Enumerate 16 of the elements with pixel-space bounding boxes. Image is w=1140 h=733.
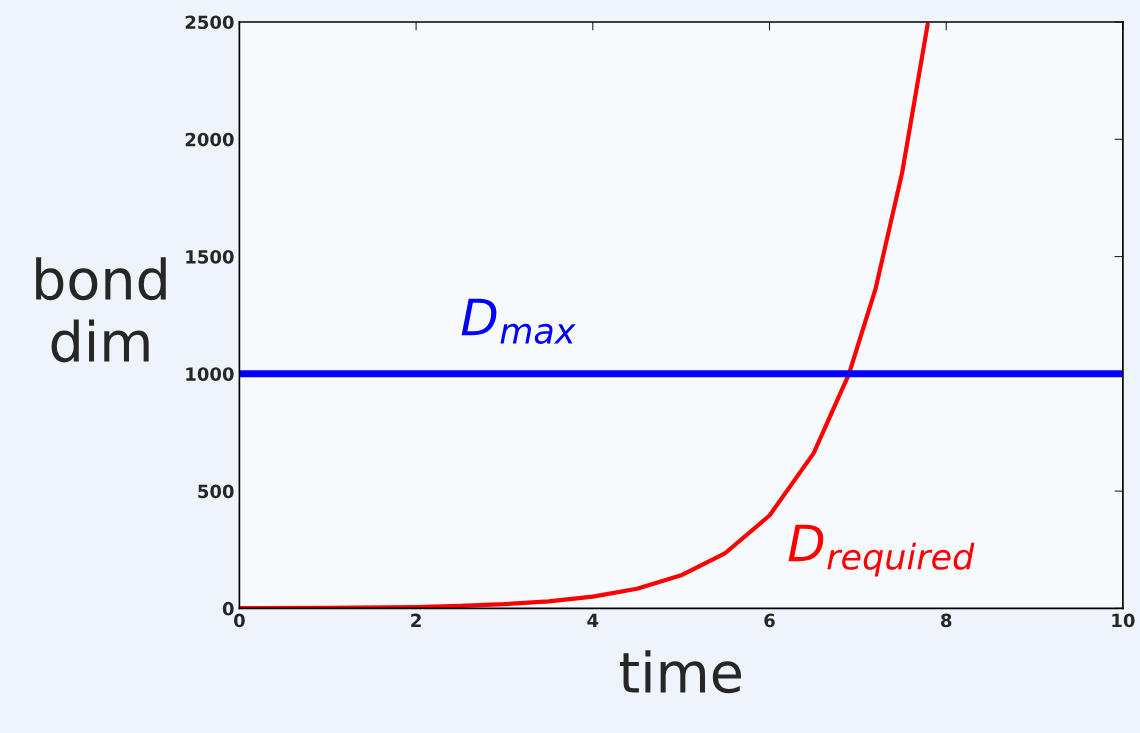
ref-line-label: D$_{max}$	[461, 298, 576, 344]
x-tick-label: 0	[233, 613, 245, 628]
y-tick-label: 1000	[186, 367, 234, 381]
y-tick-label: 500	[198, 484, 234, 499]
x-tick-label: 8	[941, 613, 952, 628]
y-tick-label: 1500	[186, 250, 234, 264]
x-tick-label: 10	[1112, 613, 1135, 628]
x-tick-label: 2	[411, 613, 421, 627]
x-axis-title: time	[619, 650, 741, 694]
y-tick-label: 2500	[185, 15, 234, 30]
series-label: D$_{required}$	[788, 524, 975, 577]
y-tick-label: 2000	[185, 132, 234, 147]
x-tick-label: 4	[587, 613, 599, 627]
y-tick-label: 0	[222, 601, 234, 616]
x-tick-label: 6	[764, 613, 775, 628]
y-axis-title: bond dim	[36, 257, 166, 363]
